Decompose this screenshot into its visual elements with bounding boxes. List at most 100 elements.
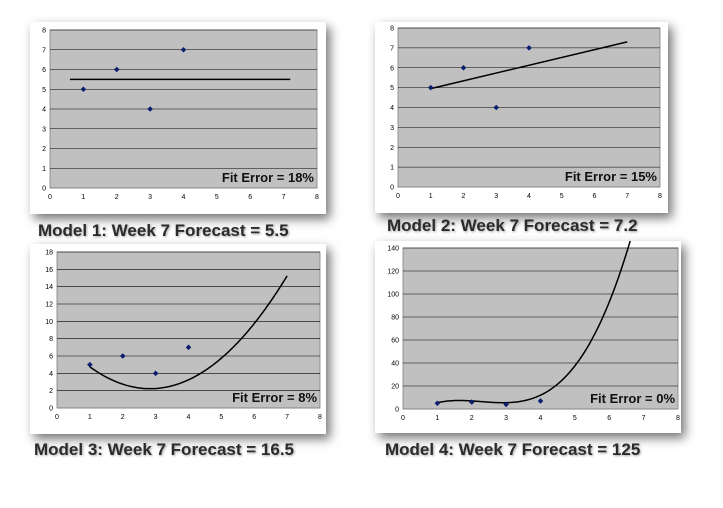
x-tick-label: 0 [401, 415, 405, 422]
data-point [119, 353, 126, 359]
x-tick-label: 4 [527, 193, 531, 200]
x-tick-label: 7 [642, 415, 646, 422]
fit-error-label: Fit Error = 8% [232, 390, 317, 405]
data-point [460, 64, 467, 71]
x-tick-label: 0 [396, 193, 400, 200]
x-tick-label: 7 [625, 193, 629, 200]
data-point [427, 84, 434, 91]
y-tick-label: 80 [391, 315, 399, 322]
y-tick-label: 18 [45, 250, 53, 257]
y-tick-label: 2 [390, 145, 394, 152]
y-tick-label: 8 [49, 336, 53, 343]
data-point [468, 399, 475, 405]
x-tick-label: 1 [88, 414, 92, 421]
data-point [113, 66, 120, 73]
x-tick-label: 6 [252, 414, 256, 421]
y-tick-label: 4 [42, 107, 46, 114]
x-tick-label: 2 [115, 194, 119, 201]
y-tick-label: 60 [391, 338, 399, 345]
chart-2-svg: 0 1 2 3 4 5 6 7 8 0 1 2 3 4 5 6 7 8 Fit Error = 15% [390, 26, 662, 201]
x-tick-label: 2 [470, 415, 474, 422]
chart-panel-4: 0 20 40 60 80 100 120 140 0 1 2 3 4 5 6 7 8 Fit Error = 0… [375, 241, 681, 433]
y-tick-label: 4 [49, 371, 53, 378]
fit-error-label: Fit Error = 0% [590, 391, 675, 406]
data-point [434, 400, 441, 407]
x-tick-label: 3 [504, 415, 508, 422]
y-tick-label: 2 [42, 146, 46, 153]
y-tick-label: 120 [387, 269, 399, 276]
x-tick-label: 7 [285, 414, 289, 421]
chart-panel-1: 0 1 2 3 4 5 6 7 8 0 1 2 3 4 5 6 7 8 Fit Error = 18% [30, 22, 326, 214]
y-tick-label: 20 [391, 384, 399, 391]
x-tick-label: 3 [494, 193, 498, 200]
data-point [503, 401, 509, 408]
x-tick-label: 6 [248, 194, 252, 201]
x-tick-label: 5 [215, 194, 219, 201]
chart-3-caption: Model 3: Week 7 Forecast = 16.5 [34, 440, 294, 459]
chart-panel-2: 0 1 2 3 4 5 6 7 8 0 1 2 3 4 5 6 7 8 Fit Error = 15% [375, 22, 668, 213]
y-tick-label: 8 [390, 26, 394, 33]
fit-curve [89, 275, 288, 390]
y-tick-label: 16 [45, 267, 53, 274]
y-tick-label: 5 [390, 85, 394, 92]
chart-4-caption: Model 4: Week 7 Forecast = 125 [385, 440, 641, 459]
data-point [180, 46, 187, 53]
x-tick-label: 4 [187, 414, 191, 421]
y-tick-label: 40 [391, 361, 399, 368]
fit-error-label: Fit Error = 18% [222, 170, 315, 185]
y-tick-label: 0 [390, 185, 394, 192]
x-tick-label: 4 [182, 194, 186, 201]
y-tick-label: 0 [42, 186, 46, 193]
y-tick-label: 7 [42, 47, 46, 54]
y-tick-label: 14 [45, 284, 53, 291]
y-tick-label: 6 [49, 354, 53, 361]
x-tick-label: 5 [573, 415, 577, 422]
y-tick-label: 6 [42, 67, 46, 74]
data-point [80, 86, 87, 93]
y-tick-label: 1 [42, 166, 46, 173]
chart-4-svg: 0 20 40 60 80 100 120 140 0 1 2 3 4 5 6 7 8 Fit Error = 0… [387, 241, 680, 422]
x-tick-label: 8 [318, 414, 322, 421]
fit-curve [430, 41, 628, 90]
y-tick-label: 8 [42, 28, 46, 35]
y-tick-label: 3 [390, 125, 394, 132]
x-tick-label: 6 [593, 193, 597, 200]
x-tick-label: 3 [154, 414, 158, 421]
x-tick-label: 0 [55, 414, 59, 421]
y-tick-label: 4 [390, 105, 394, 112]
x-tick-label: 3 [148, 194, 152, 201]
y-tick-label: 0 [49, 406, 53, 413]
x-tick-label: 5 [219, 414, 223, 421]
plot-area [56, 251, 321, 409]
plot-area [402, 247, 679, 410]
fit-error-label: Fit Error = 15% [565, 169, 658, 184]
x-tick-label: 2 [121, 414, 125, 421]
x-tick-label: 1 [435, 415, 439, 422]
chart-1-svg: 0 1 2 3 4 5 6 7 8 0 1 2 3 4 5 6 7 8 Fit Error = 18% [42, 28, 319, 202]
y-tick-label: 100 [387, 292, 399, 299]
y-tick-label: 6 [390, 65, 394, 72]
data-point [152, 370, 159, 377]
y-tick-label: 10 [45, 319, 53, 326]
y-tick-label: 2 [49, 388, 53, 395]
x-tick-label: 6 [607, 415, 611, 422]
x-tick-label: 8 [315, 194, 319, 201]
x-tick-label: 8 [658, 193, 662, 200]
y-tick-label: 5 [42, 87, 46, 94]
data-point [493, 104, 500, 111]
x-tick-label: 1 [429, 193, 433, 200]
x-tick-label: 5 [560, 193, 564, 200]
chart-2-caption: Model 2: Week 7 Forecast = 7.2 [387, 216, 638, 235]
x-tick-label: 8 [676, 415, 680, 422]
data-point [147, 106, 153, 112]
y-tick-label: 1 [390, 165, 394, 172]
y-tick-label: 3 [42, 126, 46, 133]
x-tick-label: 2 [462, 193, 466, 200]
y-tick-label: 140 [387, 246, 399, 253]
x-tick-label: 0 [48, 194, 52, 201]
x-tick-label: 7 [282, 194, 286, 201]
x-tick-label: 1 [81, 194, 85, 201]
x-tick-label: 4 [539, 415, 543, 422]
y-tick-label: 0 [395, 407, 399, 414]
